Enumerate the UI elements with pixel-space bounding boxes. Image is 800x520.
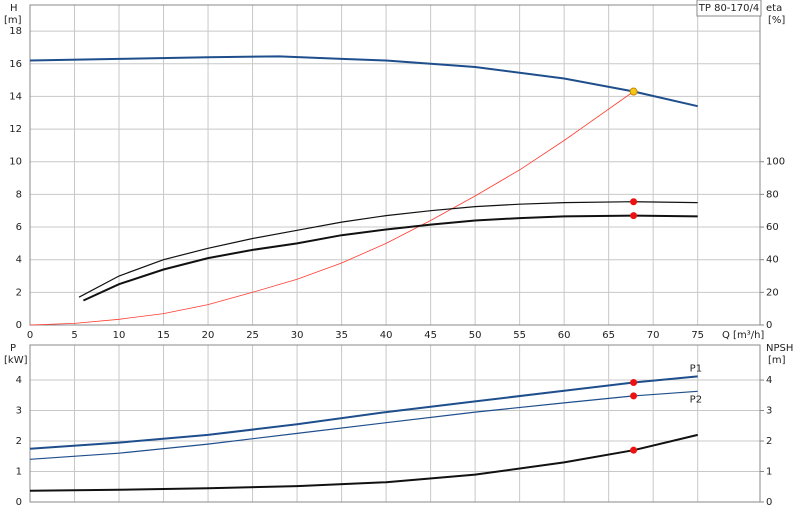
plot-background — [30, 345, 760, 502]
y-tick-label: 16 — [9, 59, 22, 70]
curve — [29, 91, 634, 326]
y-tick-label: 4 — [16, 375, 22, 386]
x-tick-label: 10 — [113, 330, 126, 341]
y-tick-label: 18 — [9, 26, 22, 37]
title-box — [696, 0, 762, 17]
y2-axis-label: eta — [766, 3, 782, 14]
x-tick-label: 5 — [71, 330, 77, 341]
y-tick-label: 2 — [16, 436, 22, 447]
x-tick-label: 40 — [380, 330, 393, 341]
curve — [29, 375, 698, 450]
duty-point — [630, 392, 638, 400]
y2-tick-label: 0 — [766, 320, 772, 331]
y2-tick-label: 80 — [766, 189, 779, 200]
y2-tick-label: 4 — [766, 375, 772, 386]
x-tick-label: 55 — [513, 330, 526, 341]
x-tick-label: 65 — [602, 330, 615, 341]
y2-axis-unit: [%] — [768, 15, 785, 26]
x-tick-label: 50 — [469, 330, 482, 341]
y-tick-label: 10 — [9, 157, 22, 168]
x-tick-label: 0 — [27, 330, 33, 341]
y2-tick-label: 60 — [766, 222, 779, 233]
curve — [29, 55, 698, 108]
y-axis-label: H — [10, 3, 18, 14]
y2-tick-label: 1 — [766, 467, 772, 478]
y2-axis-unit: [m] — [768, 355, 786, 366]
curve — [82, 214, 698, 302]
y2-tick-label: 2 — [766, 436, 772, 447]
y-tick-label: 4 — [16, 255, 22, 266]
series-label: P2 — [690, 394, 702, 405]
x-tick-label: 30 — [291, 330, 304, 341]
y-axis-unit: [kW] — [4, 355, 28, 366]
y-tick-label: 6 — [16, 222, 22, 233]
x-tick-label: 45 — [424, 330, 437, 341]
x-tick-label: 75 — [691, 330, 704, 341]
x-tick-label: 60 — [558, 330, 571, 341]
duty-point — [630, 212, 638, 220]
curve — [29, 433, 698, 492]
y2-axis-label: NPSH — [766, 343, 793, 354]
x-tick-label: 35 — [335, 330, 348, 341]
y-tick-label: 8 — [16, 189, 22, 200]
y-axis-label: P — [10, 343, 16, 354]
plot-frame — [29, 4, 761, 326]
y2-tick-label: 40 — [766, 255, 779, 266]
x-tick-label: 15 — [157, 330, 170, 341]
series-label: P1 — [690, 363, 702, 374]
plot-frame — [29, 344, 761, 503]
duty-point — [630, 446, 638, 454]
x-tick-label: 20 — [202, 330, 215, 341]
y2-tick-label: 20 — [766, 287, 779, 298]
y-tick-label: 2 — [16, 287, 22, 298]
curve — [29, 390, 698, 460]
y-tick-label: 14 — [9, 91, 22, 102]
chart-title: TP 80-170/4 — [698, 3, 759, 14]
duty-point — [629, 87, 638, 96]
duty-point — [630, 378, 638, 386]
curve — [78, 201, 698, 298]
y-tick-label: 3 — [16, 406, 22, 417]
y-tick-label: 1 — [16, 467, 22, 478]
y-tick-label: 0 — [16, 497, 22, 508]
y2-tick-label: 0 — [766, 497, 772, 508]
y-axis-unit: [m] — [4, 15, 22, 26]
y2-tick-label: 100 — [766, 157, 785, 168]
x-axis-label: Q [m³/h] — [722, 330, 764, 341]
y-tick-label: 12 — [9, 124, 22, 135]
x-tick-label: 25 — [246, 330, 259, 341]
y2-tick-label: 3 — [766, 406, 772, 417]
y-tick-label: 0 — [16, 320, 22, 331]
x-tick-label: 70 — [647, 330, 660, 341]
duty-point — [630, 198, 638, 206]
